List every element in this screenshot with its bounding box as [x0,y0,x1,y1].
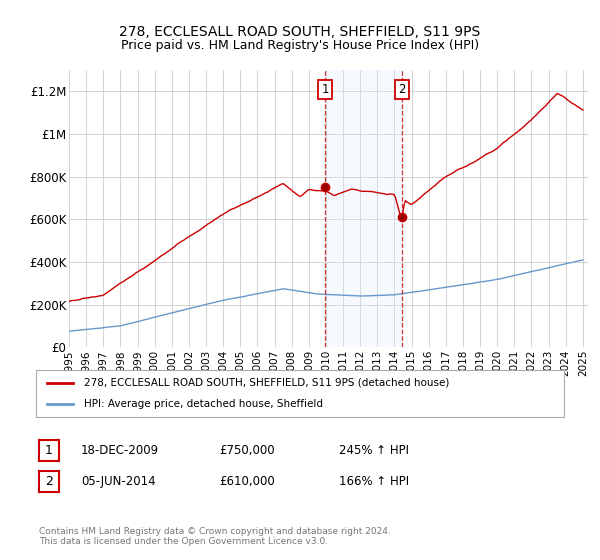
Text: HPI: Average price, detached house, Sheffield: HPI: Average price, detached house, Shef… [83,399,323,409]
Text: 166% ↑ HPI: 166% ↑ HPI [339,475,409,488]
Text: 1: 1 [322,83,329,96]
Text: 2: 2 [398,83,406,96]
Text: 245% ↑ HPI: 245% ↑ HPI [339,444,409,458]
Text: £610,000: £610,000 [219,475,275,488]
Text: 2: 2 [45,475,53,488]
Text: £750,000: £750,000 [219,444,275,458]
Text: 05-JUN-2014: 05-JUN-2014 [81,475,155,488]
Text: 18-DEC-2009: 18-DEC-2009 [81,444,159,458]
Text: 278, ECCLESALL ROAD SOUTH, SHEFFIELD, S11 9PS: 278, ECCLESALL ROAD SOUTH, SHEFFIELD, S1… [119,25,481,39]
Text: Contains HM Land Registry data © Crown copyright and database right 2024.
This d: Contains HM Land Registry data © Crown c… [39,526,391,546]
Text: 278, ECCLESALL ROAD SOUTH, SHEFFIELD, S11 9PS (detached house): 278, ECCLESALL ROAD SOUTH, SHEFFIELD, S1… [83,378,449,388]
Bar [325,70,401,347]
Text: 1: 1 [45,444,53,458]
Text: Price paid vs. HM Land Registry's House Price Index (HPI): Price paid vs. HM Land Registry's House … [121,39,479,52]
